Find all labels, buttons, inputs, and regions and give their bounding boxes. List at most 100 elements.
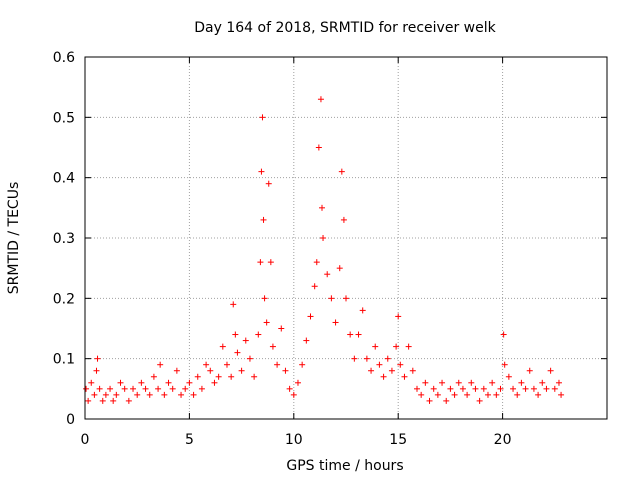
data-point [219,343,226,350]
data-point [313,259,320,266]
data-point [500,331,507,338]
data-point [468,379,475,386]
data-point [88,379,95,386]
data-point [388,367,395,374]
data-point [242,337,249,344]
data-point [514,391,521,398]
data-point [363,355,370,362]
data-point [307,313,314,320]
data-point [530,385,537,392]
data-point [535,391,542,398]
y-tick-label: 0.2 [53,291,75,307]
data-point [182,385,189,392]
y-tick-label: 0.5 [53,110,75,126]
data-point [324,271,331,278]
data-point [228,373,235,380]
data-point [317,96,324,103]
y-axis-label: SRMTID / TECUs [6,182,22,295]
x-tick-label: 15 [389,432,407,448]
x-tick-label: 5 [185,432,194,448]
data-point [380,373,387,380]
data-point [489,379,496,386]
data-point [113,391,120,398]
data-point [274,361,281,368]
data-point [472,385,479,392]
data-point [376,361,383,368]
data-point [484,391,491,398]
data-point [336,265,343,272]
data-point [190,391,197,398]
x-tick-label: 10 [285,432,303,448]
data-point [134,391,141,398]
data-point [476,397,483,404]
data-point [443,397,450,404]
data-point [518,379,525,386]
data-point [194,373,201,380]
data-point [232,331,239,338]
data-point [290,391,297,398]
data-point [269,343,276,350]
data-point [372,343,379,350]
data-point [547,367,554,374]
y-tick-label: 0.4 [53,171,75,187]
data-point [207,367,214,374]
data-point [125,397,132,404]
y-axis: 0 0.1 0.2 0.3 0.4 0.5 0.6 [53,50,607,428]
data-point [110,397,117,404]
data-point [347,331,354,338]
data-point [278,325,285,332]
data-point [150,373,157,380]
y-tick-label: 0.6 [53,50,75,66]
data-point [94,355,101,362]
data-point [551,385,558,392]
data-point [93,367,100,374]
data-point [455,379,462,386]
data-point [157,361,164,368]
data-point [294,379,301,386]
data-point [397,361,404,368]
data-point [340,216,347,223]
data-point [178,391,185,398]
data-point [234,349,241,356]
data-point [493,391,500,398]
data-point [130,385,137,392]
data-point [169,385,176,392]
data-point [96,385,103,392]
data-point [501,361,508,368]
data-point [405,343,412,350]
data-point [246,355,253,362]
data-point [238,367,245,374]
data-point [286,385,293,392]
x-tick-label: 20 [494,432,512,448]
data-point [510,385,517,392]
data-point [422,379,429,386]
data-point [203,361,210,368]
data-point [186,379,193,386]
data-point [223,361,230,368]
data-point [328,295,335,302]
y-tick-label: 0.3 [53,231,75,247]
data-point [447,385,454,392]
y-tick-label: 0 [66,412,75,428]
data-point [83,385,90,392]
data-point [198,385,205,392]
data-point [315,144,322,151]
x-axis-label: GPS time / hours [286,458,403,474]
data-point [121,385,128,392]
data-point [338,168,345,175]
data-point [526,367,533,374]
data-point [142,385,149,392]
data-point [161,391,168,398]
data-point [351,355,358,362]
data-point [522,385,529,392]
data-point [318,204,325,211]
data-point [505,373,512,380]
data-point [413,385,420,392]
data-point [434,391,441,398]
data-point [426,397,433,404]
data-point [395,313,402,320]
data-point [543,385,550,392]
data-point [464,391,471,398]
data-point [173,367,180,374]
data-point [146,391,153,398]
